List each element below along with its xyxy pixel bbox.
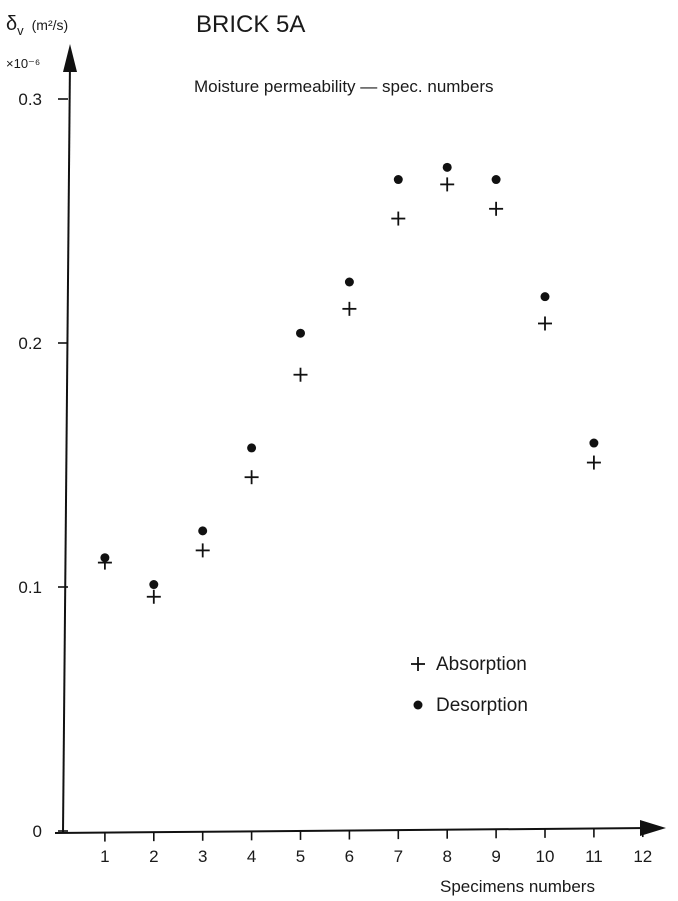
x-axis-arrow	[640, 820, 666, 836]
x-tick-label: 11	[585, 847, 603, 866]
legend-label-desorption: Desorption	[436, 695, 528, 716]
legend-item-desorption: Desorption	[413, 695, 528, 716]
legend-plus-marker	[411, 657, 425, 671]
absorption-point	[293, 367, 308, 382]
x-tick-label: 4	[247, 847, 256, 866]
x-tick-label: 5	[296, 847, 305, 866]
desorption-point	[198, 526, 208, 536]
chart-title: BRICK 5A	[196, 11, 305, 38]
legend-label-absorption: Absorption	[436, 654, 527, 675]
desorption-point	[589, 438, 599, 448]
desorption-point	[100, 553, 110, 563]
y-axis-arrow	[63, 44, 77, 72]
x-axis-line	[54, 827, 651, 834]
x-tick-label: 3	[198, 847, 207, 866]
absorption-point	[146, 589, 161, 604]
desorption-point	[491, 175, 501, 185]
y-tick-label: 0	[33, 822, 42, 841]
data-points	[97, 162, 601, 604]
x-tick-label: 2	[149, 847, 158, 866]
absorption-point	[538, 316, 552, 331]
y-ticks: 0 0.1 0.2 0.3	[18, 90, 68, 841]
absorption-point	[586, 455, 601, 470]
absorption-point	[244, 470, 259, 485]
y-tick-label: 0.2	[18, 334, 42, 353]
y-axis-symbol: δ	[6, 13, 17, 35]
absorption-point	[489, 201, 504, 216]
y-multiplier: ×10⁻⁶	[6, 56, 40, 71]
y-axis-subscript: v	[17, 23, 24, 38]
legend-item-absorption: Absorption	[411, 654, 527, 675]
chart-subtitle: Moisture permeability — spec. numbers	[194, 77, 494, 96]
y-tick-label: 0.3	[18, 90, 42, 109]
absorption-point	[440, 177, 455, 192]
y-axis-line	[62, 59, 71, 834]
absorption-point	[391, 211, 406, 226]
legend: Absorption Desorption	[411, 654, 528, 716]
y-axis-unit: (m²/s)	[32, 17, 69, 33]
y-tick-label: 0.1	[18, 578, 42, 597]
desorption-point	[442, 162, 452, 172]
x-tick-label: 6	[345, 847, 354, 866]
x-tick-label: 10	[536, 847, 555, 866]
x-tick-label: 9	[491, 847, 500, 866]
x-tick-label: 8	[442, 847, 451, 866]
x-ticks: 1 2 3 4 5 6 7 8 9 10 11 12	[100, 828, 652, 866]
desorption-point	[393, 175, 403, 185]
x-tick-label: 1	[100, 847, 109, 866]
absorption-point	[195, 543, 210, 558]
desorption-point	[344, 277, 354, 287]
desorption-point	[540, 292, 550, 302]
y-axis-label: δv (m²/s)	[6, 13, 68, 38]
desorption-point	[149, 580, 159, 590]
desorption-point	[247, 443, 257, 453]
desorption-point	[296, 328, 305, 338]
legend-dot-marker	[413, 700, 423, 710]
x-tick-label: 7	[394, 847, 403, 866]
absorption-point	[342, 301, 357, 316]
x-tick-label: 12	[633, 847, 652, 866]
x-axis-title: Specimens numbers	[440, 877, 595, 896]
